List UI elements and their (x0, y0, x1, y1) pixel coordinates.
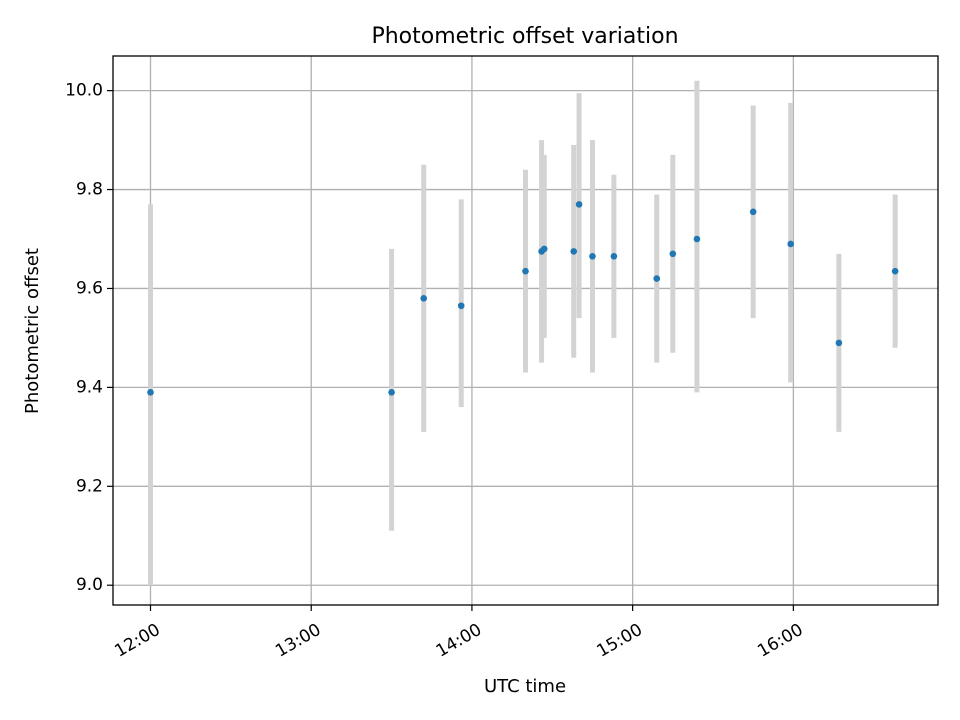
data-point (610, 253, 618, 260)
data-point (835, 339, 843, 347)
x-tick-label: 13:00 (272, 620, 324, 662)
data-point (589, 253, 596, 260)
plot-frame (112, 55, 939, 606)
data-point (457, 302, 465, 310)
data-point (147, 389, 154, 396)
data-point (540, 245, 548, 253)
y-tick-label: 10.0 (65, 81, 103, 101)
point-layer (147, 201, 899, 396)
x-tick-label: 15:00 (594, 620, 646, 662)
errorbar-layer (148, 80, 898, 586)
data-point (669, 250, 677, 258)
data-point (522, 267, 529, 275)
x-tick-label: 16:00 (754, 620, 806, 662)
y-tick-label: 9.2 (76, 476, 103, 496)
y-tick-label: 9.4 (76, 377, 103, 397)
y-tick-label: 9.8 (76, 180, 103, 200)
data-point (570, 248, 578, 255)
data-point (653, 275, 661, 282)
data-point (749, 208, 757, 216)
data-point (891, 267, 899, 275)
y-tick-label: 9.6 (76, 278, 103, 298)
data-point (388, 389, 395, 396)
data-point (787, 240, 794, 248)
data-point (693, 235, 701, 243)
data-point (420, 295, 428, 302)
x-axis-label: UTC time (484, 676, 566, 697)
chart-title: Photometric offset variation (371, 24, 678, 49)
x-tick-label: 12:00 (111, 620, 163, 662)
y-tick-label: 9.0 (76, 575, 103, 595)
y-axis-label: Photometric offset (22, 248, 43, 414)
x-tick-label: 14:00 (433, 620, 485, 662)
data-point (575, 201, 583, 208)
